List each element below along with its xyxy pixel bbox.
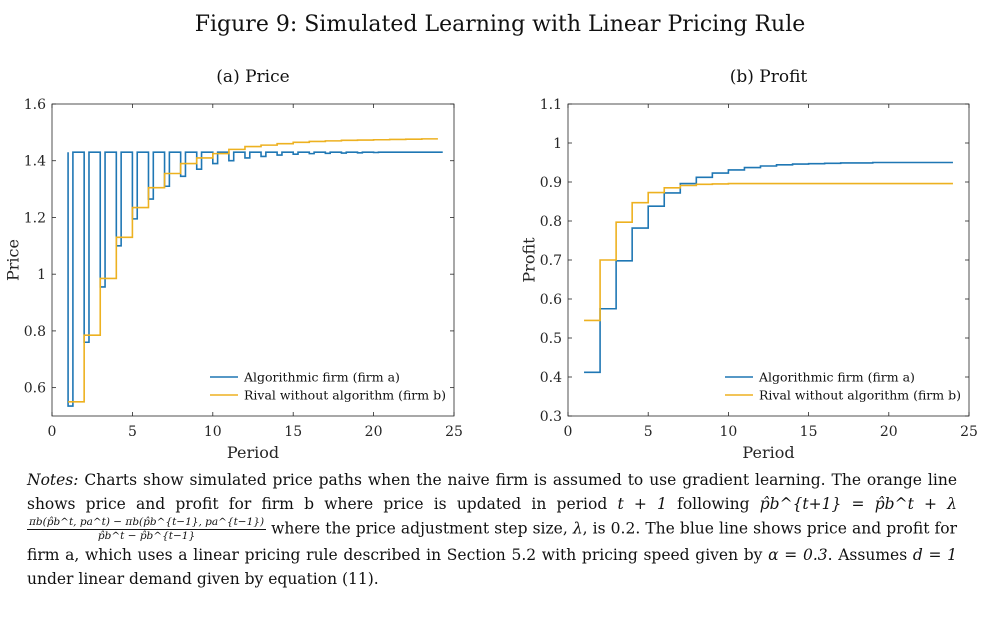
y-tick-label: 0.6 <box>24 381 46 397</box>
series-line-firm-a <box>67 151 443 407</box>
x-tick-label: 20 <box>365 424 383 440</box>
math-alpha: α = 0.3 <box>768 546 828 564</box>
notes-text-2: following <box>666 495 760 513</box>
legend: Algorithmic firm (firm a) Rival without a… <box>204 364 446 408</box>
notes-lead: Notes: <box>27 471 79 489</box>
x-tick-label: 5 <box>128 424 137 440</box>
figure-title: Figure 9: Simulated Learning with Linear… <box>194 12 806 37</box>
math-fraction-numerator: πb(p̂b^t, pa^t) − πb(p̂b^{t−1}, pa^{t−1}… <box>27 516 267 530</box>
series-line-firm-a <box>584 161 953 374</box>
y-tick-label: 1.6 <box>24 97 46 113</box>
legend-label: Algorithmic firm (firm a) <box>758 370 915 385</box>
panel-title: (a) Price <box>216 67 289 87</box>
notes-text-3: where the price adjustment step size, <box>266 519 573 538</box>
math-d: d = 1 <box>912 546 957 564</box>
y-tick-label: 0.3 <box>540 409 562 425</box>
x-tick-label: 15 <box>284 424 302 440</box>
profit-panel: (b) Profit 0 5 10 15 20 25 0.3 0.4 0.5 0.6 0.7 0.8 0.… <box>520 67 978 462</box>
figure-notes: Notes: Charts show simulated price paths… <box>27 468 957 591</box>
math-update-rule: p̂b^{t+1} = p̂b^t + λ <box>759 495 957 513</box>
y-tick-label: 0.8 <box>24 324 46 340</box>
legend-label: Rival without algorithm (firm b) <box>244 388 446 403</box>
y-tick-label: 1.1 <box>540 97 562 113</box>
series-line-firm-b <box>68 138 438 403</box>
x-tick-label: 10 <box>719 424 737 440</box>
x-tick-label: 0 <box>48 424 57 440</box>
plot-frame <box>51 103 455 417</box>
x-tick-label: 10 <box>204 424 222 440</box>
x-axis-label: Period <box>227 443 279 462</box>
legend: Algorithmic firm (firm a) Rival without a… <box>719 364 961 408</box>
y-tick-label: 0.5 <box>540 331 562 347</box>
legend-box <box>719 364 961 408</box>
x-tick-label: 15 <box>800 424 818 440</box>
notes-text-5: . Assumes <box>827 546 913 564</box>
x-tick-label: 20 <box>880 424 898 440</box>
legend-label: Algorithmic firm (firm a) <box>243 370 400 385</box>
y-tick-label: 0.9 <box>540 175 562 191</box>
y-tick-label: 1.4 <box>24 154 46 170</box>
y-axis-label: Price <box>4 239 23 281</box>
x-tick-label: 25 <box>445 424 463 440</box>
series-line-firm-b <box>584 182 953 322</box>
x-tick-label: 5 <box>644 424 653 440</box>
y-tick-label: 0.6 <box>540 292 562 308</box>
y-tick-label: 1 <box>37 267 46 283</box>
x-axis-label: Period <box>742 443 794 462</box>
math-t-plus-1: t + 1 <box>617 495 667 513</box>
math-lambda: λ <box>572 519 583 538</box>
math-fraction-denominator: p̂b^t − p̂b^{t−1} <box>97 530 196 542</box>
y-tick-label: 1 <box>553 136 562 152</box>
y-tick-label: 0.7 <box>540 253 562 269</box>
x-tick-label: 25 <box>960 424 978 440</box>
y-tick-label: 0.4 <box>540 370 562 386</box>
x-tick-label: 0 <box>564 424 573 440</box>
notes-text-6: under linear demand given by equation (1… <box>27 570 379 588</box>
notes-text-4: , is 0.2. The blue line shows price and … <box>27 519 957 565</box>
y-tick-label: 0.8 <box>540 214 562 230</box>
legend-box <box>204 364 446 408</box>
panel-title: (b) Profit <box>730 67 808 87</box>
legend-label: Rival without algorithm (firm b) <box>759 388 961 403</box>
y-tick-label: 1.2 <box>24 210 46 226</box>
notes-text-1: Charts show simulated price paths when t… <box>27 471 957 513</box>
math-fraction: πb(p̂b^t, pa^t) − πb(p̂b^{t−1}, pa^{t−1}… <box>27 516 267 543</box>
price-panel: (a) Price 0 5 10 15 20 25 0.6 0.8 1 1.2 1.4 1.6 Perio… <box>4 67 463 462</box>
y-axis-label: Profit <box>520 237 539 283</box>
